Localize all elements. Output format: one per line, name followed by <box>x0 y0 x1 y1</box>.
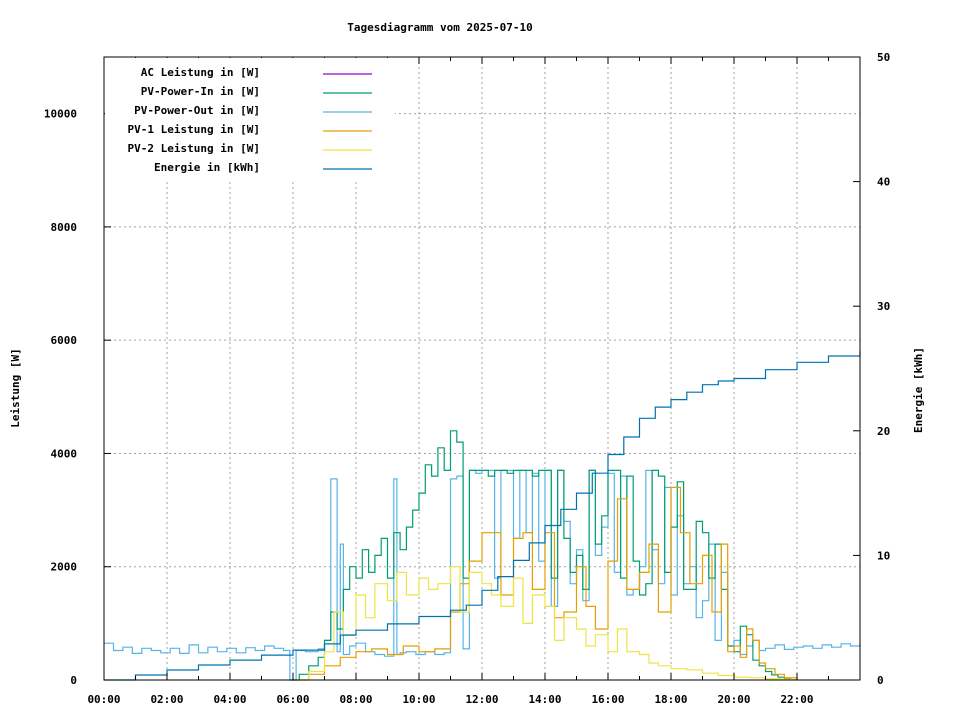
y-tick-label: 2000 <box>51 561 78 574</box>
legend-label: PV-2 Leistung in [W] <box>128 142 260 155</box>
y-tick-label: 8000 <box>51 221 78 234</box>
x-tick-label: 10:00 <box>402 693 435 706</box>
x-tick-label: 08:00 <box>339 693 372 706</box>
series-line-4 <box>293 566 798 681</box>
legend-label: PV-Power-Out in [W] <box>134 104 260 117</box>
x-tick-label: 06:00 <box>276 693 309 706</box>
y2-tick-label: 30 <box>877 300 890 313</box>
y-tick-label: 0 <box>70 674 77 687</box>
x-tick-label: 20:00 <box>717 693 750 706</box>
series-group <box>104 351 861 681</box>
legend-label: PV-Power-In in [W] <box>141 85 260 98</box>
y-tick-label: 6000 <box>51 334 78 347</box>
x-tick-label: 00:00 <box>87 693 120 706</box>
y-tick-label: 4000 <box>51 447 78 460</box>
y-axis-label: Leistung [W] <box>9 348 22 427</box>
y2-tick-label: 0 <box>877 674 884 687</box>
series-line-3 <box>293 486 798 681</box>
y2-tick-label: 20 <box>877 425 890 438</box>
y-tick-label: 10000 <box>44 108 77 121</box>
y2-axis-label: Energie [kWh] <box>912 347 925 433</box>
x-tick-label: 02:00 <box>150 693 183 706</box>
y2-tick-label: 50 <box>877 51 890 64</box>
x-tick-label: 18:00 <box>654 693 687 706</box>
x-tick-label: 14:00 <box>528 693 561 706</box>
legend-label: AC Leistung in [W] <box>141 66 260 79</box>
legend-label: PV-1 Leistung in [W] <box>128 123 260 136</box>
x-tick-label: 12:00 <box>465 693 498 706</box>
series-line-2 <box>104 469 861 681</box>
legend-box <box>105 58 395 180</box>
ticks: 00:00 02:00 04:00 06:00 08:00 10:00 12:00 14:00… <box>44 51 890 706</box>
chart-title: Tagesdiagramm vom 2025-07-10 <box>347 21 532 34</box>
series-line-5 <box>104 351 861 681</box>
y2-tick-label: 10 <box>877 549 890 562</box>
y2-tick-label: 40 <box>877 176 890 189</box>
x-tick-label: 16:00 <box>591 693 624 706</box>
legend-label: Energie in [kWh] <box>154 161 260 174</box>
grid <box>104 57 860 680</box>
legend: AC Leistung in [W] PV-Power-In in [W] PV-P… <box>105 58 395 180</box>
x-tick-label: 22:00 <box>780 693 813 706</box>
x-tick-label: 04:00 <box>213 693 246 706</box>
